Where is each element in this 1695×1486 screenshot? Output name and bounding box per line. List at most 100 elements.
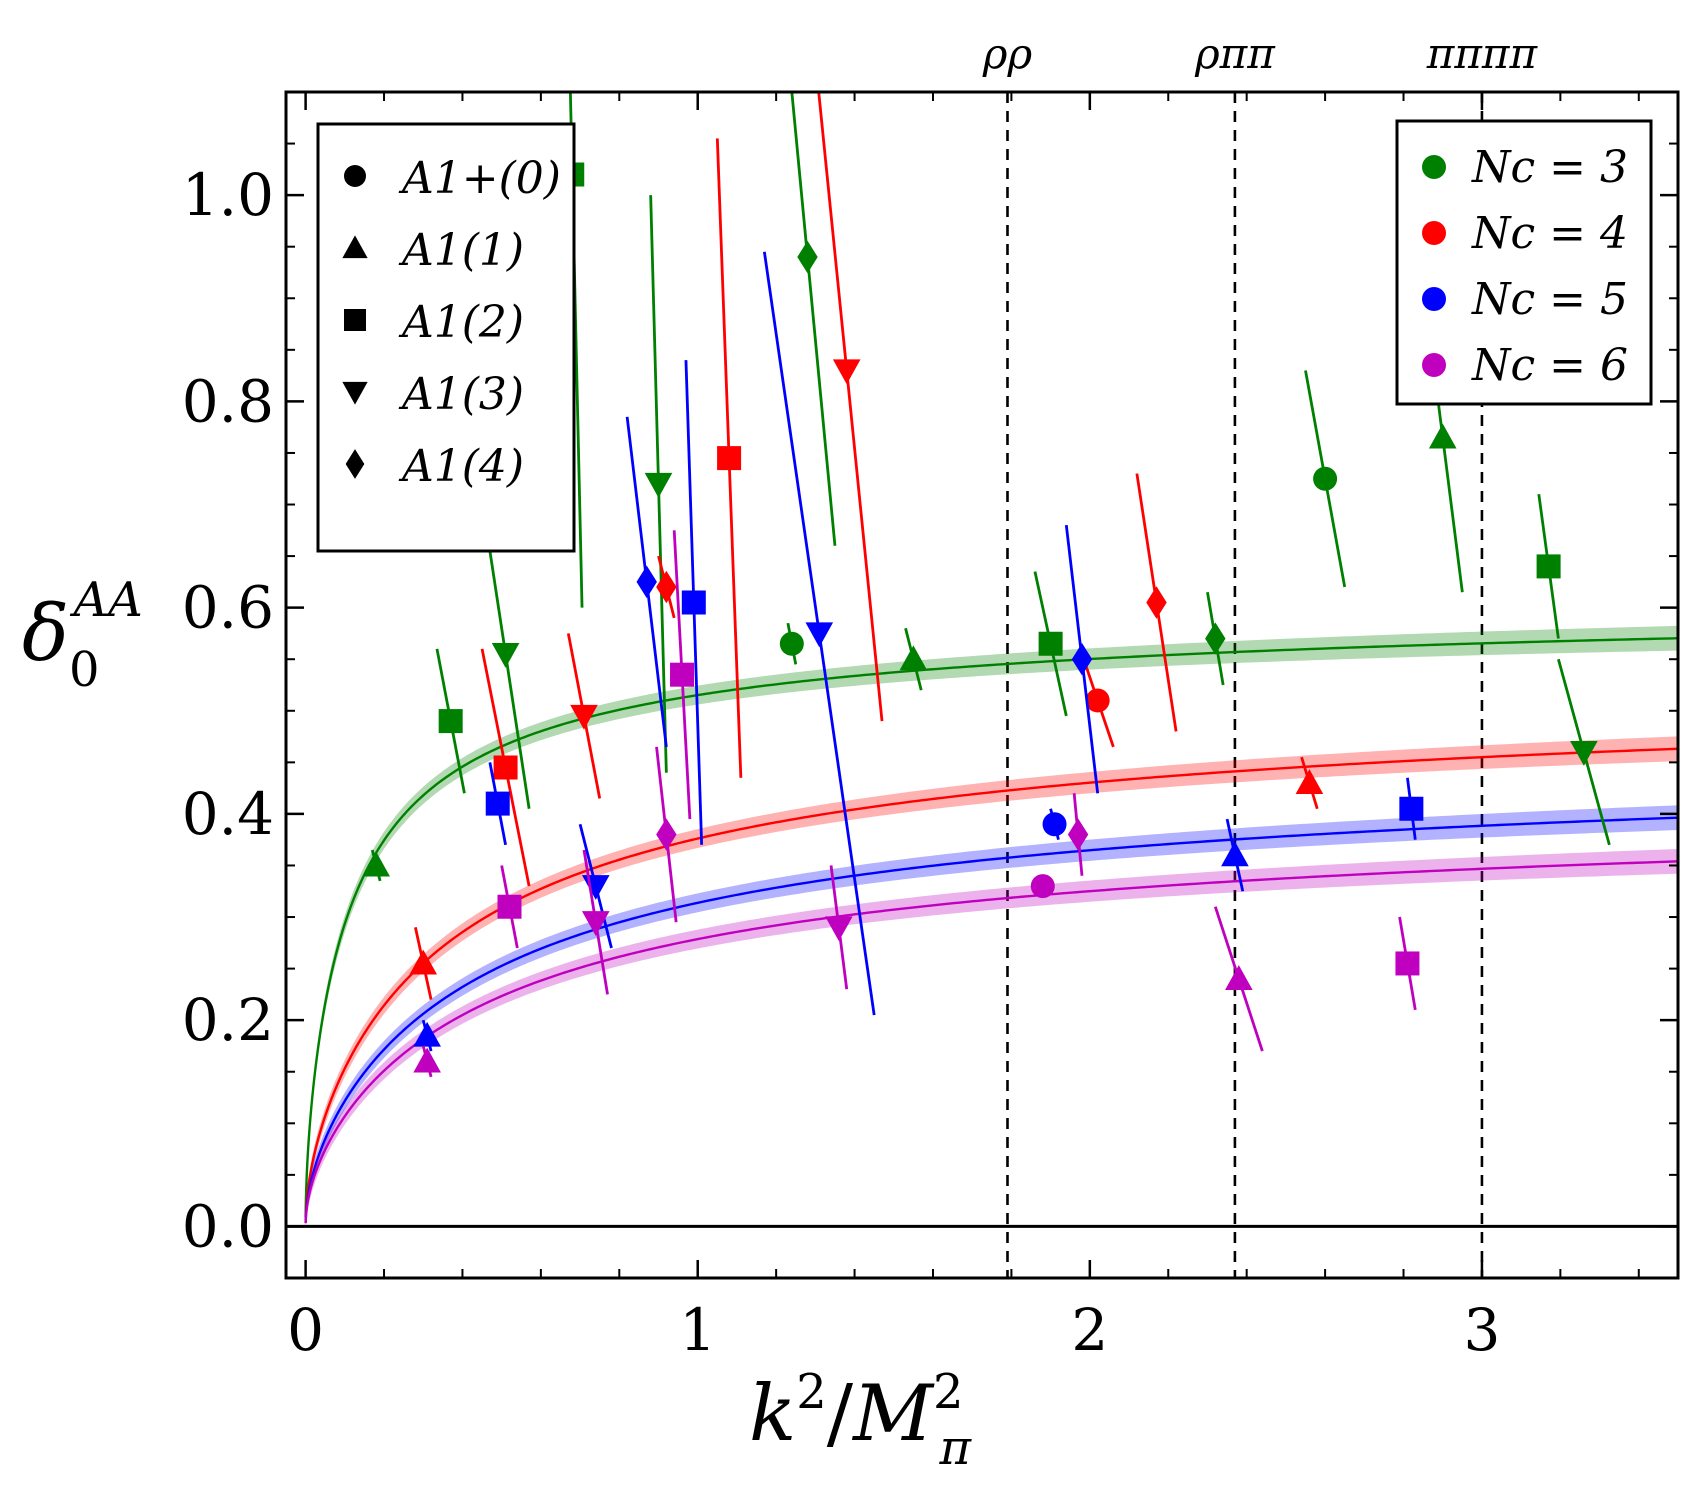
- color-legend-item: Nc = 6: [1422, 340, 1628, 391]
- data-point: [805, 622, 834, 648]
- data-point: [1225, 965, 1253, 990]
- color-legend-marker: [1422, 287, 1446, 311]
- series-5: [413, 251, 1424, 1052]
- y-tick-label: 0.0: [182, 1192, 274, 1260]
- data-point: [636, 565, 657, 599]
- color-legend-marker: [1422, 155, 1446, 179]
- data-point: [1042, 812, 1067, 837]
- plot-clip-group: [286, 92, 1678, 1278]
- data-point: [581, 911, 610, 936]
- data-point: [409, 949, 438, 975]
- shape-legend-item: A1(3): [342, 369, 524, 420]
- data-point: [1071, 643, 1093, 676]
- threshold-label: ρρ: [982, 29, 1033, 78]
- data-point: [1221, 841, 1249, 867]
- color-legend-label: Nc = 3: [1471, 142, 1628, 193]
- axes: 0 1 2 3 0.0 0.2 0.4 0.6 0.8 1.0: [182, 90, 1680, 1364]
- fit-curve: [304, 860, 1678, 1224]
- shape-legend-label: A1(2): [398, 297, 524, 348]
- data-point: [779, 631, 804, 656]
- data-point: [362, 851, 390, 877]
- shape-legend-marker: [345, 449, 365, 479]
- data-point: [1399, 796, 1424, 821]
- data-point: [825, 916, 853, 942]
- x-tick-label: 2: [1071, 1296, 1108, 1364]
- color-legend-label: Nc = 5: [1471, 274, 1628, 325]
- fit-curve: [304, 816, 1678, 1223]
- fit-band: [305, 805, 1678, 1231]
- data-point: [832, 359, 861, 385]
- data-point: [670, 662, 695, 687]
- y-tick-label: 1.0: [182, 161, 274, 229]
- x-tick-label: 3: [1463, 1296, 1500, 1364]
- color-legend-item: Nc = 3: [1422, 142, 1628, 193]
- series-6: [413, 530, 1420, 1078]
- y-tick-label: 0.6: [182, 574, 274, 642]
- data-point: [1536, 554, 1561, 579]
- x-tick-label: 1: [679, 1296, 716, 1364]
- data-point: [570, 704, 598, 730]
- fit-band: [305, 848, 1678, 1232]
- fit-band: [305, 736, 1678, 1230]
- series-4: [409, 92, 1324, 1000]
- data-point: [1038, 631, 1063, 656]
- color-legend-item: Nc = 4: [1422, 208, 1628, 259]
- data-point: [644, 472, 673, 498]
- shape-legend-label: A1(1): [398, 225, 524, 276]
- data-point: [491, 643, 520, 668]
- shape-legend-label: A1(3): [398, 369, 524, 420]
- color-legend: Nc = 3 Nc = 4 Nc = 5 Nc = 6: [1395, 119, 1653, 406]
- y-axis-title-text: δ0AA: [22, 572, 143, 698]
- y-tick-label: 0.2: [182, 986, 274, 1054]
- data-point: [681, 590, 706, 615]
- data-point: [1085, 688, 1110, 713]
- shape-legend-item: A1(1): [342, 225, 524, 276]
- data-point: [1295, 769, 1324, 795]
- threshold-label: ππππ: [1426, 29, 1539, 78]
- shape-legend-item: A1+(0): [344, 153, 561, 204]
- data-point: [656, 818, 677, 851]
- color-legend-label: Nc = 4: [1471, 208, 1628, 259]
- plot-area: [286, 92, 1678, 1278]
- data-point: [1313, 466, 1338, 491]
- data-point: [497, 894, 522, 919]
- x-axis-title-text: k2/M2 π: [749, 1364, 973, 1476]
- data-point: [493, 755, 518, 780]
- data-point: [1205, 622, 1226, 655]
- shape-legend-marker: [342, 235, 368, 259]
- data-point: [899, 645, 928, 671]
- shape-legend-label: A1(4): [398, 441, 524, 492]
- data-point: [1428, 423, 1457, 449]
- y-tick-label: 0.8: [182, 367, 274, 435]
- fit-curve: [304, 637, 1678, 1218]
- shape-legend-item: A1(4): [345, 441, 524, 492]
- data-point: [1395, 951, 1420, 976]
- fit-curve: [304, 747, 1678, 1222]
- x-axis-title: k2/M2 π: [749, 1364, 973, 1476]
- data-point: [1146, 586, 1167, 619]
- color-legend-marker: [1422, 353, 1446, 377]
- data-point: [438, 709, 463, 734]
- data-point: [1030, 874, 1055, 899]
- data-point: [717, 446, 742, 471]
- data-point: [1067, 818, 1089, 851]
- y-tick-label: 0.4: [182, 780, 274, 848]
- data-point: [485, 791, 510, 816]
- y-axis-title: δ0AA: [22, 572, 143, 698]
- data-point: [797, 240, 818, 274]
- shape-legend-marker: [344, 165, 366, 187]
- data-point: [413, 1047, 441, 1073]
- threshold-label: ρππ: [1194, 29, 1276, 78]
- shape-legend-item: A1(2): [344, 297, 524, 348]
- shape-legend-label: A1+(0): [398, 153, 561, 204]
- data-point: [656, 570, 677, 604]
- shape-legend-box: [316, 122, 576, 553]
- shape-legend-marker: [344, 309, 366, 331]
- color-legend-marker: [1422, 221, 1446, 245]
- color-legend-item: Nc = 5: [1422, 274, 1628, 325]
- data-point: [1570, 740, 1598, 766]
- shape-legend: A1+(0) A1(1) A1(2) A1(3) A1(4): [316, 122, 576, 553]
- data-point: [413, 1021, 441, 1047]
- plot-frame: [284, 90, 1680, 1280]
